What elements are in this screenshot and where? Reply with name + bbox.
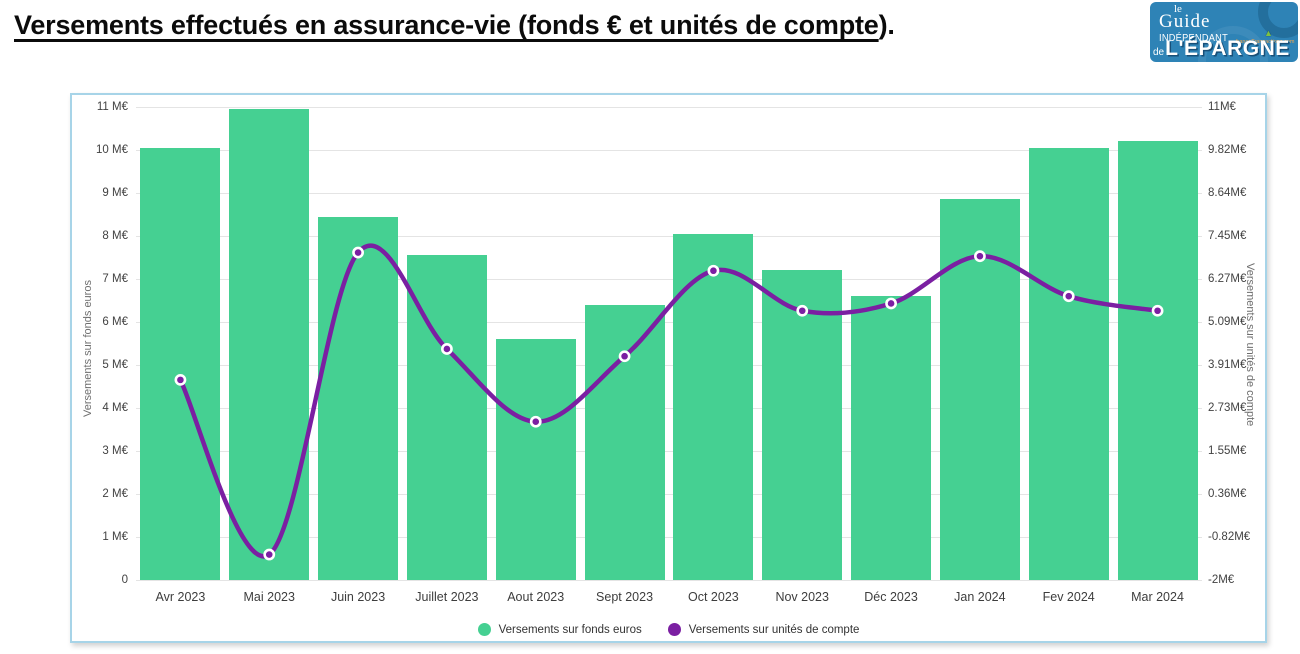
bar-juin-2023[interactable] bbox=[318, 216, 399, 580]
gridline bbox=[136, 321, 1202, 323]
logo-bottom-row: de L'ÉPARGNE bbox=[1153, 37, 1290, 61]
logo-text-le: le bbox=[1174, 3, 1182, 15]
left-axis-tick-label: 2 M€ bbox=[102, 488, 128, 500]
logo-text-independant: INDÉPENDANT bbox=[1159, 33, 1228, 44]
gridline bbox=[136, 579, 1202, 581]
logo-text-guide: Guide bbox=[1159, 11, 1211, 32]
right-axis-tick-label: -2M€ bbox=[1208, 574, 1235, 586]
page-title-underlined-text: Versements effectués en assurance-vie (f… bbox=[14, 10, 879, 40]
left-axis-tick-label: 5 M€ bbox=[102, 359, 128, 371]
gridline bbox=[136, 364, 1202, 366]
bar-d-c-2023[interactable] bbox=[851, 296, 932, 580]
left-axis-tick-label: 4 M€ bbox=[102, 402, 128, 414]
left-axis-tick-label: 10 M€ bbox=[96, 144, 128, 156]
line-point-oct-2023[interactable] bbox=[707, 264, 720, 277]
logo-text-de: de bbox=[1153, 47, 1165, 58]
legend-dot-unites-de-compte bbox=[667, 623, 681, 636]
gridline bbox=[136, 106, 1202, 108]
line-point-juin-2023[interactable] bbox=[352, 246, 364, 259]
x-axis-label-avr-2023: Avr 2023 bbox=[155, 590, 206, 604]
gridline bbox=[136, 536, 1202, 538]
right-axis-tick-label: 9.82M€ bbox=[1208, 144, 1247, 156]
gridline bbox=[136, 235, 1202, 237]
page-title: Versements effectués en assurance-vie (f… bbox=[14, 10, 895, 41]
left-axis-tick-label: 9 M€ bbox=[102, 187, 128, 199]
chart-legend: Versements sur fonds euros Versements su… bbox=[72, 623, 1265, 636]
logo-ring-decoration bbox=[1258, 2, 1298, 38]
left-axis-tick-label: 8 M€ bbox=[102, 230, 128, 242]
legend-item-unites-de-compte: Versements sur unités de compte bbox=[667, 623, 860, 636]
left-axis-tick-label: 1 M€ bbox=[102, 531, 128, 543]
line-point-aout-2023[interactable] bbox=[529, 415, 542, 428]
line-point-sept-2023[interactable] bbox=[618, 350, 631, 363]
right-axis-tick-label: 0.36M€ bbox=[1208, 488, 1247, 500]
line-point-juillet-2023[interactable] bbox=[441, 343, 453, 355]
guide-epargne-logo: le Guide INDÉPENDANT ▲ franceTransaction… bbox=[1150, 2, 1298, 62]
line-series-svg bbox=[174, 243, 1164, 561]
left-axis-tick-label: 11 M€ bbox=[96, 101, 128, 113]
right-axis-tick-label: 3.91M€ bbox=[1208, 359, 1247, 371]
x-axis-label-nov-2023: Nov 2023 bbox=[775, 590, 829, 604]
gridline bbox=[136, 450, 1202, 452]
bar-nov-2023[interactable] bbox=[762, 270, 843, 580]
legend-label-fonds-euros: Versements sur fonds euros bbox=[498, 623, 642, 636]
bar-fev-2024[interactable] bbox=[1028, 147, 1109, 580]
line-point-fev-2024[interactable] bbox=[1062, 290, 1075, 303]
right-axis-tick-label: 1.55M€ bbox=[1208, 445, 1247, 457]
right-axis-ticks: -2M€ -0.82M€ 0.36M€ 1.55M€ 2.73M€ 3.91M€ 5.09M… bbox=[1208, 95, 1262, 641]
gridline bbox=[136, 149, 1202, 151]
legend-dot-fonds-euros bbox=[477, 623, 491, 636]
right-axis-tick-label: 8.64M€ bbox=[1208, 187, 1247, 199]
x-axis-label-aout-2023: Aout 2023 bbox=[507, 590, 565, 604]
gridline bbox=[136, 407, 1202, 409]
bar-mai-2023[interactable] bbox=[229, 109, 310, 580]
left-axis-tick-label: 7 M€ bbox=[102, 273, 128, 285]
left-axis-tick-label: 0 bbox=[121, 574, 128, 586]
x-axis-label-fev-2024: Fev 2024 bbox=[1042, 590, 1095, 604]
plot-area bbox=[136, 106, 1202, 581]
right-axis-tick-label: 2.73M€ bbox=[1208, 402, 1247, 414]
logo-text-epargne: L'ÉPARGNE bbox=[1165, 37, 1290, 60]
bar-avr-2023[interactable] bbox=[140, 147, 221, 580]
x-axis-label-mai-2023: Mai 2023 bbox=[243, 590, 295, 604]
left-axis-tick-label: 3 M€ bbox=[102, 445, 128, 457]
legend-item-fonds-euros: Versements sur fonds euros bbox=[477, 623, 642, 636]
x-axis-label-mar-2024: Mar 2024 bbox=[1131, 590, 1184, 604]
logo-ring-decoration bbox=[1198, 26, 1268, 62]
gridline bbox=[136, 278, 1202, 280]
x-axis-label-sept-2023: Sept 2023 bbox=[596, 590, 654, 604]
logo-site-text: franceTransactions.com bbox=[1236, 39, 1295, 45]
logo-crest-icon: ▲ bbox=[1264, 28, 1273, 38]
line-point-d-c-2023[interactable] bbox=[885, 297, 897, 310]
x-axis-label-jan-2024: Jan 2024 bbox=[954, 590, 1006, 604]
right-axis-tick-label: 11M€ bbox=[1208, 101, 1236, 113]
x-axis-labels: Avr 2023 Mai 2023 Juin 2023 Juillet 2023 Aou… bbox=[136, 590, 1202, 604]
bar-mar-2024[interactable] bbox=[1117, 141, 1198, 580]
x-axis-label-d-c-2023: Déc 2023 bbox=[864, 590, 918, 604]
line-point-avr-2023[interactable] bbox=[174, 373, 187, 386]
bar-oct-2023[interactable] bbox=[673, 233, 754, 580]
line-point-mai-2023[interactable] bbox=[263, 548, 276, 561]
x-axis-label-juillet-2023: Juillet 2023 bbox=[415, 590, 479, 604]
gridline bbox=[136, 493, 1202, 495]
line-series-path bbox=[178, 243, 1160, 559]
legend-label-unites-de-compte: Versements sur unités de compte bbox=[688, 623, 860, 636]
right-axis-tick-label: 6.27M€ bbox=[1208, 273, 1247, 285]
line-point-mar-2024[interactable] bbox=[1151, 304, 1164, 317]
line-point-nov-2023[interactable] bbox=[796, 304, 809, 317]
x-axis-label-juin-2023: Juin 2023 bbox=[330, 590, 386, 604]
page-title-tail: ). bbox=[878, 10, 895, 40]
bar-aout-2023[interactable] bbox=[495, 339, 576, 580]
right-axis-tick-label: 7.45M€ bbox=[1208, 230, 1247, 242]
right-axis-tick-label: 5.09M€ bbox=[1208, 316, 1247, 328]
left-axis-tick-label: 6 M€ bbox=[102, 316, 128, 328]
x-axis-label-oct-2023: Oct 2023 bbox=[688, 590, 739, 604]
chart-container: Versements sur fonds euros Versements su… bbox=[70, 93, 1267, 643]
right-axis-tick-label: -0.82M€ bbox=[1208, 531, 1251, 543]
gridline bbox=[136, 192, 1202, 194]
line-point-jan-2024[interactable] bbox=[974, 250, 986, 263]
left-axis-ticks: 0 1 M€ 2 M€ 3 M€ 4 M€ 5 M€ 6 M€ 7 M€ 8 M€ 9 M€ 10 … bbox=[72, 95, 128, 641]
